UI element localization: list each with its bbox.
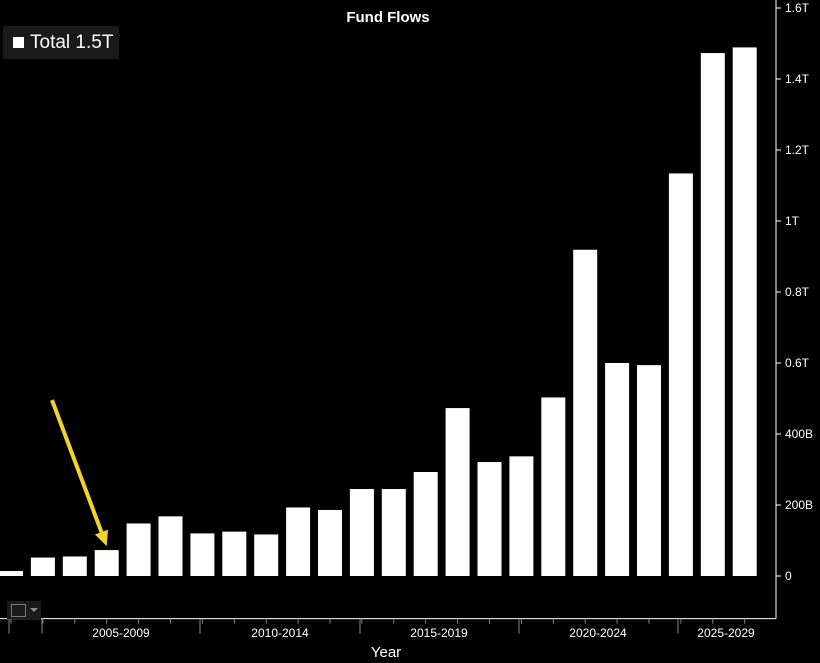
bar: [0, 571, 23, 576]
x-group-label: 2020-2024: [569, 626, 627, 640]
legend: Total 1.5T: [3, 26, 119, 59]
bar: [509, 456, 534, 576]
line-chart-icon: [11, 603, 26, 617]
bar: [126, 523, 151, 576]
bar: [286, 507, 311, 576]
bar: [62, 556, 87, 576]
x-group-label: 2005-2009: [92, 626, 150, 640]
bar: [381, 489, 406, 576]
x-group-label: 2010-2014: [251, 626, 309, 640]
y-tick-label: 1.6T: [785, 1, 810, 15]
bar: [190, 533, 215, 576]
y-tick-label: 0.8T: [785, 285, 810, 299]
bar: [541, 397, 566, 576]
y-tick-label: 0: [785, 569, 792, 583]
bar: [732, 47, 757, 576]
y-tick-label: 400B: [785, 427, 813, 441]
annotation-arrow: [50, 399, 104, 533]
bar: [30, 557, 55, 576]
bar: [222, 531, 247, 576]
y-tick-label: 0.6T: [785, 356, 810, 370]
chart-type-button[interactable]: [7, 601, 41, 619]
bar: [349, 489, 374, 576]
y-tick-label: 1.2T: [785, 143, 810, 157]
bar: [254, 534, 279, 576]
bar: [445, 408, 470, 576]
bar: [318, 509, 342, 576]
y-tick-label: 200B: [785, 498, 813, 512]
y-tick-label: 1.4T: [785, 72, 810, 86]
bar: [573, 249, 598, 576]
chevron-down-icon: [30, 608, 38, 612]
bar: [637, 365, 661, 576]
x-axis-label: Year: [371, 644, 401, 661]
chart-title: Fund Flows: [346, 9, 429, 26]
bar: [94, 550, 119, 576]
annotation-arrowhead: [94, 529, 108, 547]
x-group-label: 2015-2019: [410, 626, 468, 640]
bar: [158, 516, 183, 576]
x-group-label: 2025-2029: [697, 626, 755, 640]
legend-swatch: [13, 37, 24, 48]
bar: [605, 363, 630, 576]
bar: [700, 53, 725, 576]
legend-label: Total 1.5T: [30, 31, 114, 53]
bar: [477, 462, 502, 576]
bar: [413, 471, 438, 576]
bar: [668, 173, 693, 576]
y-tick-label: 1T: [785, 214, 800, 228]
